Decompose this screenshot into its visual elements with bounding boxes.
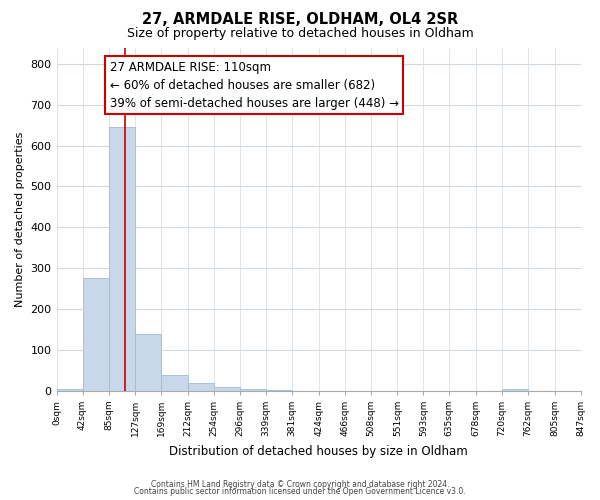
Bar [214,386,239,391]
Bar [135,334,161,391]
Text: 27, ARMDALE RISE, OLDHAM, OL4 2SR: 27, ARMDALE RISE, OLDHAM, OL4 2SR [142,12,458,28]
Y-axis label: Number of detached properties: Number of detached properties [15,132,25,307]
Bar [188,384,214,391]
Bar [161,375,188,391]
Bar [109,127,135,391]
Text: Contains public sector information licensed under the Open Government Licence v3: Contains public sector information licen… [134,487,466,496]
Bar [266,390,292,391]
X-axis label: Distribution of detached houses by size in Oldham: Distribution of detached houses by size … [169,444,468,458]
Bar [83,278,109,391]
Text: Contains HM Land Registry data © Crown copyright and database right 2024.: Contains HM Land Registry data © Crown c… [151,480,449,489]
Text: 27 ARMDALE RISE: 110sqm
← 60% of detached houses are smaller (682)
39% of semi-d: 27 ARMDALE RISE: 110sqm ← 60% of detache… [110,60,399,110]
Bar [240,388,266,391]
Bar [502,388,528,391]
Bar [56,388,82,391]
Text: Size of property relative to detached houses in Oldham: Size of property relative to detached ho… [127,28,473,40]
